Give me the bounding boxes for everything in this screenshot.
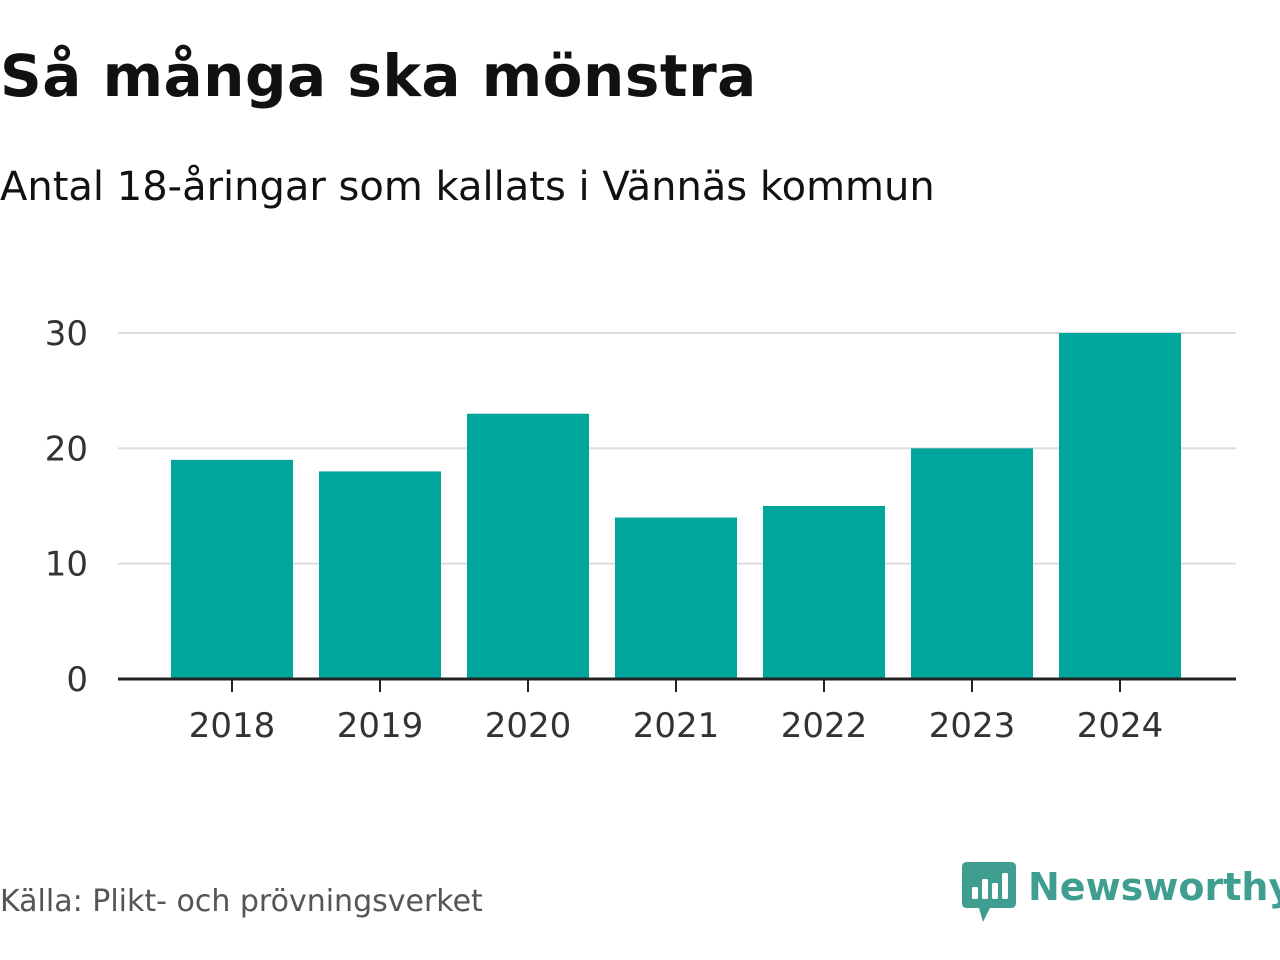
brand-name: Newsworthy	[1028, 865, 1280, 909]
x-tick-label: 2021	[633, 706, 720, 746]
bar-2023	[911, 448, 1033, 679]
y-tick-label: 20	[45, 429, 88, 469]
x-tick-label: 2023	[929, 706, 1016, 746]
brand-logo: Newsworthy	[962, 862, 1280, 924]
newsworthy-logo-icon	[962, 862, 1016, 922]
x-tick-label: 2024	[1077, 706, 1164, 746]
chart-subtitle: Antal 18-åringar som kallats i Vännäs ko…	[0, 164, 935, 210]
x-tick-label: 2022	[781, 706, 868, 746]
axes: 0 10 20 30 2018 2019 2020 2021 2022 2023 2024	[45, 314, 1236, 746]
source-note: Källa: Plikt- och prövningsverket	[0, 884, 483, 919]
x-tick-label: 2020	[485, 706, 572, 746]
bar-2022	[763, 506, 885, 679]
bar-2020	[467, 413, 589, 679]
chart-title: Så många ska mönstra	[0, 42, 757, 110]
y-tick-label: 30	[45, 314, 88, 354]
x-tick-label: 2018	[189, 706, 276, 746]
x-tick-label: 2019	[337, 706, 424, 746]
y-tick-label: 0	[66, 660, 88, 700]
bars	[171, 333, 1181, 679]
bar-2019	[319, 471, 441, 679]
bar-2024	[1059, 333, 1181, 679]
bar-2021	[615, 517, 737, 679]
y-tick-label: 10	[45, 545, 88, 585]
bar-2018	[171, 459, 293, 679]
